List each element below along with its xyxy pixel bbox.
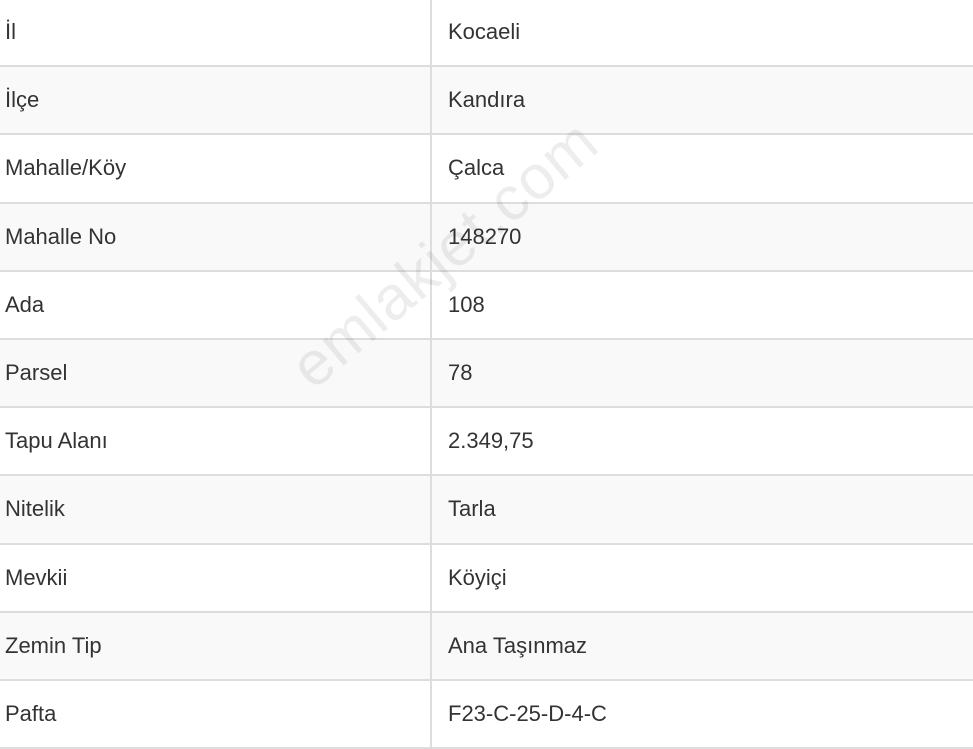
row-label: Ada	[0, 270, 432, 340]
row-label: İl	[0, 0, 432, 68]
row-label: Nitelik	[0, 475, 432, 545]
row-value: Tarla	[431, 475, 973, 545]
row-value: Kandıra	[431, 66, 973, 136]
row-value: Kocaeli	[431, 0, 973, 68]
table-row: Nitelik Tarla	[0, 475, 973, 545]
table-row: Ada 108	[0, 270, 973, 340]
row-value: Ana Taşınmaz	[431, 611, 973, 681]
row-label: Mahalle No	[0, 202, 432, 272]
row-label: Mahalle/Köy	[0, 134, 432, 204]
row-value: F23-C-25-D-4-C	[431, 679, 973, 749]
table-row: Tapu Alanı 2.349,75	[0, 407, 973, 477]
row-value: Köyiçi	[431, 543, 973, 613]
table-row: İlçe Kandıra	[0, 66, 973, 136]
table-row: Mahalle No 148270	[0, 202, 973, 272]
table-row: Parsel 78	[0, 338, 973, 409]
table-row: Mahalle/Köy Çalca	[0, 134, 973, 204]
table-row: Pafta F23-C-25-D-4-C	[0, 679, 973, 749]
row-value: 2.349,75	[431, 407, 973, 477]
table-row: İl Kocaeli	[0, 0, 973, 68]
table-row: Mevkii Köyiçi	[0, 543, 973, 613]
row-label: İlçe	[0, 66, 432, 136]
row-label: Mevkii	[0, 543, 432, 613]
row-label: Tapu Alanı	[0, 407, 432, 477]
row-label: Pafta	[0, 679, 432, 749]
row-value: 148270	[431, 202, 973, 272]
row-value: Çalca	[431, 134, 973, 204]
row-value: 108	[431, 270, 973, 340]
row-label: Zemin Tip	[0, 611, 432, 681]
table-row: Zemin Tip Ana Taşınmaz	[0, 611, 973, 681]
row-label: Parsel	[0, 338, 432, 409]
row-value: 78	[431, 338, 973, 409]
